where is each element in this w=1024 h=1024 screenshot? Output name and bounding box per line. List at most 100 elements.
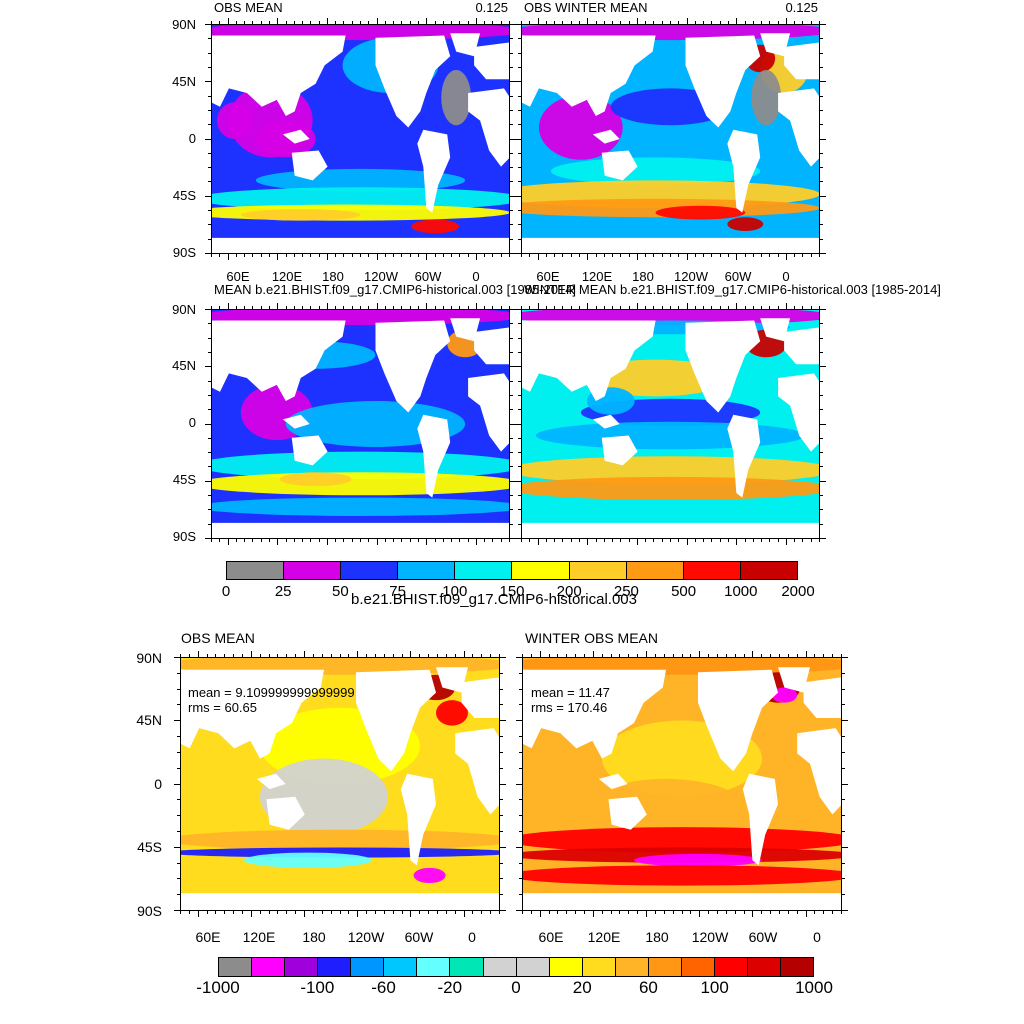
p6-lon-60e: 60E — [538, 929, 564, 945]
colorbar-label: -60 — [371, 978, 396, 997]
bottom-colorbar — [218, 957, 814, 977]
colorbar-label: 0 — [511, 978, 521, 997]
p5-lon-180: 180 — [302, 929, 326, 945]
colorbar-swatch — [483, 958, 517, 976]
colorbar-swatch — [227, 562, 285, 579]
panel-1-map — [205, 18, 516, 260]
p5-lon-0: 0 — [468, 929, 476, 945]
p1-lon-60e: 60E — [226, 269, 250, 284]
colorbar-swatch — [512, 562, 570, 579]
p1-lat-90s: 90S — [172, 245, 196, 260]
colorbar-swatch — [681, 958, 715, 976]
panel-2-title: OBS WINTER MEAN — [524, 0, 648, 15]
colorbar-swatch — [516, 958, 550, 976]
colorbar-label: 100 — [700, 978, 729, 997]
p3-lat-0: 0 — [188, 415, 196, 430]
panel-6-mean: mean = 11.47 — [531, 685, 610, 700]
panel-6-rms: rms = 170.46 — [531, 700, 608, 715]
p2-lon-120e: 120E — [581, 269, 613, 284]
colorbar-label: 25 — [274, 583, 292, 600]
colorbar-label: 75 — [389, 583, 406, 600]
p6-lon-120e: 120E — [587, 929, 621, 945]
p1-lon-120w: 120W — [364, 269, 398, 284]
top-colorbar-title: b.e21.BHIST.f09_g17.CMIP6-historical.003 — [351, 591, 637, 608]
p3-lat-90s: 90S — [172, 529, 196, 544]
colorbar-swatch — [450, 958, 484, 976]
colorbar-swatch — [549, 958, 583, 976]
p5-lon-120w: 120W — [347, 929, 385, 945]
panel-2-map — [515, 18, 826, 260]
colorbar-swatch — [648, 958, 682, 976]
panel-4-title: WINTER MEAN b.e21.BHIST.f09_g17.CMIP6-hi… — [524, 282, 941, 297]
p5-lon-60e: 60E — [195, 929, 221, 945]
colorbar-swatch — [384, 958, 418, 976]
p6-lon-60w: 60W — [748, 929, 778, 945]
colorbar-swatch — [398, 562, 456, 579]
panel-5-title: OBS MEAN — [181, 630, 255, 646]
colorbar-swatch — [748, 958, 782, 976]
p3-lat-45n: 45N — [172, 358, 196, 373]
p1-lat-0: 0 — [188, 131, 196, 146]
colorbar-swatch — [714, 958, 748, 976]
p5-lat-45s: 45S — [137, 839, 162, 855]
colorbar-swatch — [252, 958, 286, 976]
p1-lat-45n: 45N — [172, 74, 196, 89]
colorbar-swatch — [740, 562, 797, 579]
p6-lon-180: 180 — [645, 929, 669, 945]
colorbar-swatch — [615, 958, 649, 976]
colorbar-swatch — [341, 562, 399, 579]
colorbar-swatch — [781, 958, 814, 976]
panel-1-title-right: 0.125 — [475, 0, 508, 15]
p2-lon-60w: 60W — [724, 269, 752, 284]
colorbar-swatch — [569, 562, 627, 579]
colorbar-label: -100 — [300, 978, 335, 997]
p1-lat-90n: 90N — [172, 17, 196, 32]
p5-lat-90s: 90S — [137, 903, 162, 919]
colorbar-label: 100 — [442, 583, 468, 600]
colorbar-swatch — [219, 958, 253, 976]
colorbar-swatch — [582, 958, 616, 976]
colorbar-label: 200 — [556, 583, 582, 600]
p5-lat-90n: 90N — [136, 650, 162, 666]
p1-lon-0: 0 — [472, 269, 480, 284]
colorbar-swatch — [683, 562, 741, 579]
colorbar-swatch — [284, 562, 342, 579]
colorbar-label: 150 — [499, 583, 525, 600]
colorbar-label: -1000 — [196, 978, 240, 997]
panel-6-title: WINTER OBS MEAN — [525, 630, 659, 646]
p2-lon-0: 0 — [782, 269, 790, 284]
colorbar-label: 0 — [221, 583, 231, 600]
colorbar-label: 2000 — [781, 583, 815, 600]
p2-lon-60e: 60E — [536, 269, 560, 284]
p6-lon-120w: 120W — [691, 929, 729, 945]
panel-5-map — [174, 651, 506, 917]
p1-lon-180: 180 — [322, 269, 344, 284]
panel-5-rms: rms = 60.65 — [188, 700, 258, 715]
p1-lat-45s: 45S — [172, 188, 196, 203]
panel-1-title: OBS MEAN — [214, 0, 283, 15]
colorbar-swatch — [351, 958, 385, 976]
colorbar-label: -20 — [437, 978, 463, 997]
colorbar-label: 1000 — [724, 583, 758, 600]
colorbar-label: 500 — [671, 583, 697, 600]
p3-lat-90n: 90N — [172, 302, 196, 317]
p2-lon-120w: 120W — [674, 269, 708, 284]
p5-lat-0: 0 — [154, 776, 162, 792]
p3-lat-45s: 45S — [172, 472, 196, 487]
colorbar-swatch — [285, 958, 319, 976]
p6-lon-0: 0 — [813, 929, 821, 945]
panel-3-map — [205, 303, 516, 545]
panel-5-mean: mean = 9.109999999999999 — [188, 685, 355, 700]
p1-lon-60w: 60W — [414, 269, 442, 284]
p5-lon-120e: 120E — [242, 929, 276, 945]
p1-lon-120e: 120E — [271, 269, 303, 284]
colorbar-label: 60 — [638, 978, 658, 997]
panel-2-title-right: 0.125 — [785, 0, 818, 15]
colorbar-swatch — [417, 958, 451, 976]
colorbar-swatch — [455, 562, 513, 579]
p2-lon-180: 180 — [632, 269, 654, 284]
colorbar-label: 1000 — [795, 978, 833, 997]
panel-4-map — [515, 303, 826, 545]
colorbar-label: 50 — [332, 583, 349, 600]
colorbar-swatch — [626, 562, 684, 579]
